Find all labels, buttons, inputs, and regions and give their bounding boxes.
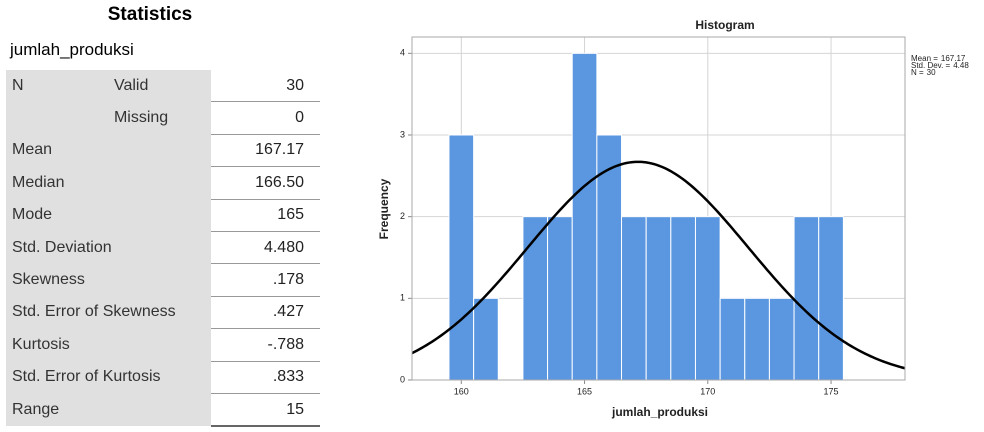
histogram-bar [694,216,721,381]
histogram-bar [473,297,499,381]
histogram-bar [768,297,795,381]
x-tick-label: 170 [700,386,715,396]
row-label: Median [6,166,211,200]
row-value: .427 [210,296,320,330]
row-value: 166.50 [210,166,320,200]
stats-legend-value: 4.48 [953,61,969,70]
stats-legend-entry: Std. Dev. = 4.48 [911,61,969,70]
row-value: 4.480 [210,231,320,265]
row-label: Skewness [6,263,211,297]
histogram-bar [818,216,844,381]
statistics-table: N Valid 30 Missing 0 Mean 167.17 Median 166.50 Mo… [6,70,320,428]
row-value: 15 [210,393,320,428]
table-row: Mean 167.17 [6,134,320,168]
normal-curve [411,160,906,370]
variable-name: jumlah_produksi [10,40,134,59]
histogram-bar [621,216,647,381]
row-label: Std. Error of Skewness [6,296,211,329]
stats-legend-label: Std. Dev. = [911,61,951,70]
histogram-bar [645,216,672,381]
histogram-bar [719,297,746,381]
table-row: Skewness .178 [6,263,320,297]
stats-legend-value: 30 [927,68,936,77]
y-tick-label: 3 [400,129,405,139]
histogram-bar [744,297,770,381]
plot-area [412,37,905,380]
row-value: 167.17 [210,134,320,168]
x-tick-label: 175 [824,386,839,396]
row-label: Kurtosis [6,328,211,362]
row-sublabel: Missing [107,101,211,135]
plot-frame [411,36,906,381]
row-label: Range [6,393,211,427]
histogram-bar [793,216,820,381]
row-value: -.788 [210,328,320,362]
table-row: Kurtosis -.788 [6,328,320,362]
x-tick-label: 160 [454,386,469,396]
stats-legend-label: N = [911,68,924,77]
stats-legend-value: 167.17 [941,54,966,63]
y-tick-label: 0 [400,374,405,384]
chart-title: Histogram [695,18,754,32]
x-axis-label: jumlah_produksi [611,405,708,419]
histogram-bar [547,216,573,381]
stats-legend-entry: Mean = 167.17 [911,54,966,63]
row-label [6,101,108,135]
row-value: .833 [210,361,320,394]
table-row: Std. Error of Kurtosis .833 [6,361,320,394]
y-tick-label: 1 [400,293,405,303]
table-row: N Valid 30 [6,70,320,103]
statistics-panel: Statistics jumlah_produksi N Valid 30 Missi… [0,0,320,432]
row-value: .178 [210,263,320,297]
row-value: 0 [210,101,320,135]
y-axis-label: Frequency [377,178,391,239]
table-row: Std. Error of Skewness .427 [6,296,320,330]
table-title: Statistics [107,4,193,25]
row-sublabel: Valid [107,70,211,102]
x-tick-label: 165 [577,386,592,396]
stats-legend-entry: N = 30 [911,68,936,77]
stats-legend-label: Mean = [911,54,938,63]
histogram-bar [448,134,475,381]
row-label: Std. Deviation [6,231,211,264]
table-row: Missing 0 [6,101,320,135]
histogram-bar [522,216,549,381]
y-tick-label: 4 [400,48,405,58]
table-row: Mode 165 [6,199,320,232]
row-label: Mean [6,134,211,167]
row-label: Std. Error of Kurtosis [6,361,211,394]
row-label: Mode [6,199,211,232]
table-row: Std. Deviation 4.480 [6,231,320,265]
row-label: N [6,70,108,102]
table-row: Median 166.50 [6,166,320,200]
histogram-bar [670,216,696,381]
row-value: 30 [210,70,320,103]
histogram-bar [596,134,623,381]
table-row: Range 15 [6,393,320,428]
y-tick-label: 2 [400,211,405,221]
row-value: 165 [210,199,320,232]
histogram-bar [571,52,598,381]
